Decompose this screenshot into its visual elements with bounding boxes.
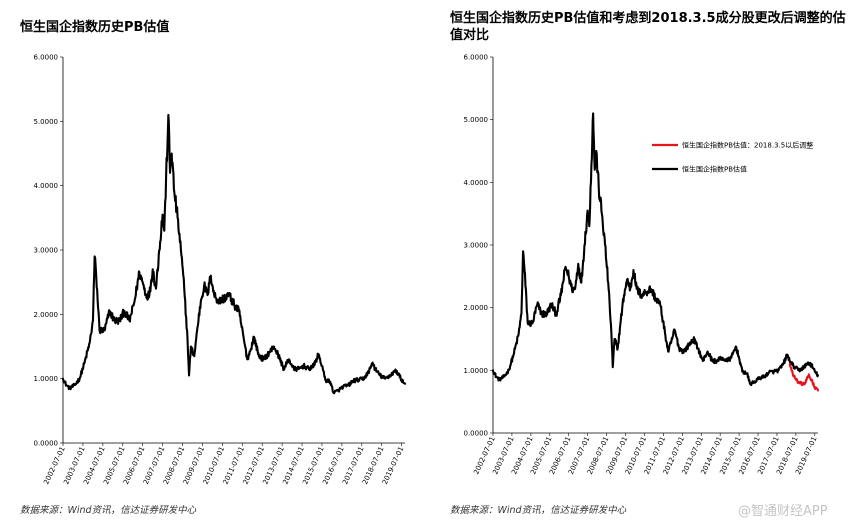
right-y-tick-label: 1.0000	[464, 367, 489, 375]
right-y-tick-label: 4.0000	[464, 179, 489, 187]
watermark: @智通财经APP	[738, 504, 828, 519]
right-y-tick-label: 3.0000	[464, 242, 489, 250]
left-y-tick-label: 5.0000	[34, 118, 59, 126]
right-y-tick-label: 2.0000	[464, 304, 489, 312]
right-y-tick-label: 6.0000	[464, 54, 489, 62]
left-y-tick-label: 1.0000	[34, 375, 59, 383]
right-legend-label: 恒生国企指数PB估值：2018.3.5以后调整	[682, 141, 813, 150]
left-y-tick-label: 3.0000	[34, 247, 59, 255]
right-data-source: 数据来源：Wind资讯，信达证券研发中心	[450, 505, 627, 516]
right-chart-title: 恒生国企指数历史PB估值和考虑到2018.3.5成分股更改后调整的估值对比	[450, 11, 846, 43]
right-legend-label: 恒生国企指数PB估值	[682, 165, 747, 174]
right-series-line	[491, 112, 820, 387]
left-y-tick-label: 4.0000	[34, 182, 59, 190]
left-data-source: 数据来源：Wind资讯，信达证券研发中心	[20, 505, 197, 516]
right-pb-comparison-chart: 0.0000 1.0000 2.0000 3.0000 4.0000 5.0000 6.00…	[464, 54, 820, 476]
left-y-tick-label: 6.0000	[34, 54, 59, 62]
left-chart-title: 恒生国企指数历史PB估值	[20, 20, 170, 35]
left-y-tick-label: 2.0000	[34, 311, 59, 319]
left-y-tick-label: 0.0000	[34, 440, 59, 448]
right-series-line	[788, 363, 820, 392]
left-pb-chart: 0.0000 1.0000 2.0000 3.0000 4.0000 5.0000 6.00…	[34, 54, 407, 486]
left-x-tick-label: 2019-07-01	[381, 445, 405, 485]
right-y-tick-label: 0.0000	[464, 430, 489, 438]
right-y-tick-label: 5.0000	[464, 116, 489, 124]
left-series-line	[61, 113, 407, 395]
